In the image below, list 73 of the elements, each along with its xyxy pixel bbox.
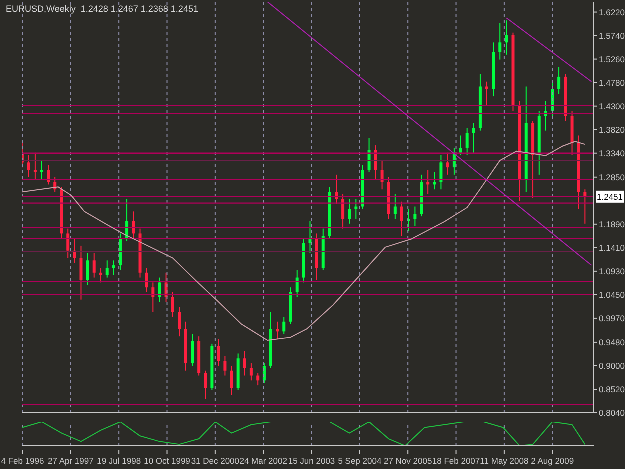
candlestick — [584, 189, 587, 224]
candlestick — [466, 128, 469, 156]
x-tick-label: 2 Aug 2009 — [531, 456, 574, 466]
chart-title: EURUSD,Weekly 1.2428 1.2467 1.2368 1.2451 — [6, 4, 198, 14]
y-tick-label: 1.5260 — [599, 54, 625, 64]
candlestick — [505, 20, 508, 56]
candlestick — [158, 277, 162, 303]
line-series — [22, 141, 586, 341]
x-tick-label: 15 Jun 2003 — [288, 456, 336, 466]
y-tick-label: 1.5740 — [599, 30, 625, 41]
y-tick-label: 1.1890 — [599, 219, 625, 230]
y-tick-label: 0.9000 — [599, 360, 625, 371]
candlestick — [348, 198, 352, 224]
y-tick-label: 0.8520 — [599, 384, 625, 395]
candlestick — [440, 154, 443, 190]
y-tick-label: 1.1410 — [599, 242, 625, 253]
candlestick — [230, 365, 234, 396]
y-tick-label: 1.0450 — [599, 290, 625, 300]
candlestick — [243, 350, 246, 376]
y-tick-label: 1.2850 — [599, 172, 625, 182]
candlestick — [380, 160, 384, 190]
candlestick — [446, 152, 450, 176]
candlestick — [256, 372, 260, 386]
x-tick-label: 18 Feb 2007 — [432, 456, 480, 466]
x-tick-label: 5 Sep 2004 — [338, 456, 382, 466]
candlestick — [217, 338, 220, 366]
candlestick — [459, 135, 462, 156]
candlestick — [250, 363, 253, 382]
y-tick-label: 1.6220 — [599, 7, 625, 18]
y-tick-label: 0.8040 — [599, 408, 625, 418]
candlestick — [100, 268, 103, 284]
y-tick-label: 1.3820 — [599, 124, 625, 135]
candlestick — [34, 152, 37, 180]
candlestick — [112, 260, 116, 276]
candlestick — [276, 321, 280, 340]
y-tick-label: 0.9970 — [599, 313, 625, 324]
y-tick-label: 0.9480 — [599, 337, 625, 348]
candlestick — [40, 160, 44, 180]
candlestick — [106, 260, 109, 278]
ref-line-label: 1.2451 — [597, 192, 624, 202]
candlestick — [394, 194, 397, 220]
candlestick — [204, 370, 208, 400]
candlestick — [498, 22, 502, 60]
candlestick — [486, 81, 489, 107]
candlestick — [400, 201, 404, 237]
y-tick-label: 1.4780 — [599, 78, 625, 88]
candlestick — [472, 122, 476, 154]
y-tick-label: 1.0930 — [599, 266, 625, 276]
x-tick-label: 27 Nov 2005 — [384, 456, 432, 466]
candlestick — [47, 164, 50, 186]
x-tick-label: 4 Feb 1996 — [1, 456, 45, 466]
candlestick — [414, 206, 417, 227]
candlestick — [86, 252, 90, 286]
x-tick-label: 10 Oct 1999 — [144, 456, 191, 466]
candlestick — [191, 334, 194, 366]
candlestick — [92, 252, 96, 278]
candlestick — [27, 154, 30, 178]
x-tick-label: 24 Mar 2002 — [240, 456, 288, 466]
candlestick — [342, 194, 345, 230]
candlestick — [282, 316, 286, 335]
candlestick — [152, 282, 155, 313]
candlestick — [558, 66, 561, 95]
candlestick — [66, 228, 70, 259]
x-tick-label: 19 Jul 1998 — [97, 456, 142, 466]
candlestick — [171, 292, 174, 318]
x-tick-label: 11 May 2008 — [480, 456, 529, 466]
candlestick — [80, 245, 83, 300]
y-tick-label: 1.3340 — [599, 148, 625, 158]
x-tick-label: 31 Dec 2000 — [191, 456, 240, 466]
candlestick — [224, 356, 227, 376]
y-tick-label: 1.4300 — [599, 101, 625, 112]
x-tick-label: 27 Apr 1997 — [48, 456, 94, 466]
candlestick — [178, 306, 182, 338]
